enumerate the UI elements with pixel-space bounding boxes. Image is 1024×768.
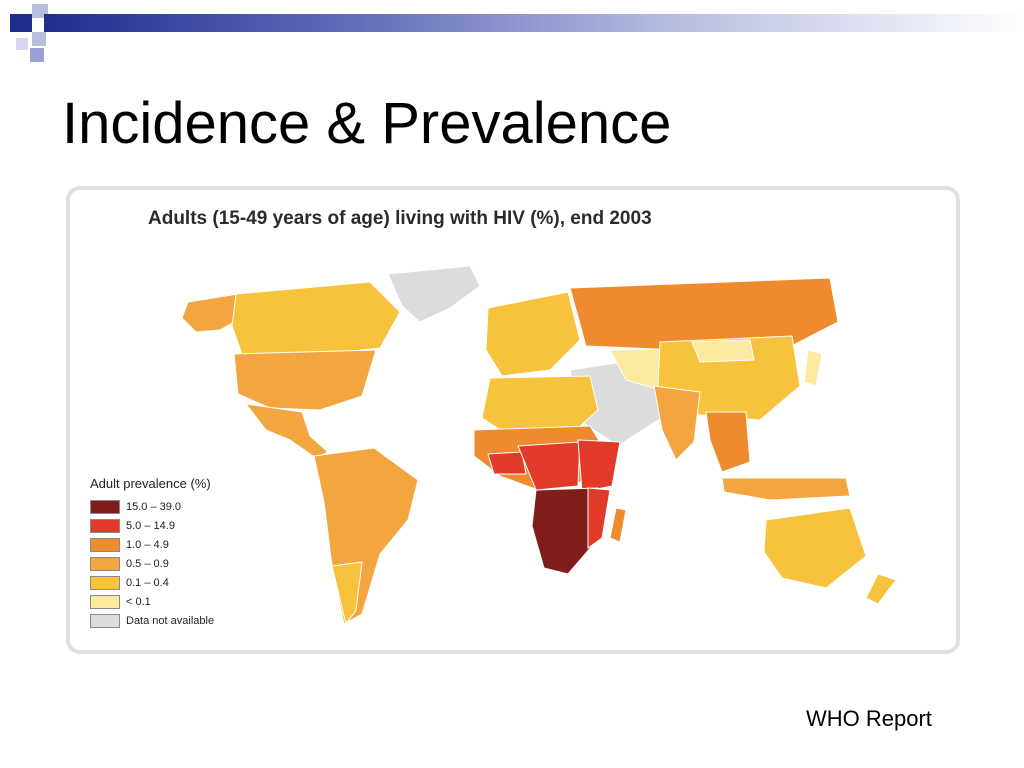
legend-swatch (90, 518, 120, 533)
region-south-america (313, 447, 419, 625)
region-canada (231, 281, 401, 357)
map-heading: Adults (15-49 years of age) living with … (148, 208, 652, 229)
legend-item: 0.1 – 0.4 (90, 573, 214, 592)
region-central-africa-high (517, 441, 581, 491)
source-note: WHO Report (806, 706, 932, 731)
legend-swatch (90, 613, 120, 628)
region-new-zealand (865, 573, 897, 605)
legend-label: 15.0 – 39.0 (126, 500, 182, 513)
region-india (653, 385, 701, 461)
legend-item: 1.0 – 4.9 (90, 535, 214, 554)
region-indonesia (721, 477, 851, 501)
region-usa (233, 349, 377, 411)
legend-label: Data not available (126, 614, 215, 627)
legend-label: 1.0 – 4.9 (126, 538, 169, 551)
region-europe (485, 291, 581, 377)
region-southern-africa (531, 487, 599, 575)
corner-decoration (10, 4, 64, 62)
legend-label: 5.0 – 14.9 (126, 519, 175, 532)
legend-item: 5.0 – 14.9 (90, 516, 214, 535)
legend-title: Adult prevalence (%) (90, 476, 211, 491)
region-mexico (244, 403, 329, 459)
region-madagascar (609, 507, 627, 543)
legend-swatch (90, 537, 120, 552)
legend-item: Data not available (90, 611, 214, 630)
legend-label: 0.1 – 0.4 (126, 576, 169, 589)
legend-swatch (90, 499, 120, 514)
region-east-africa (577, 439, 621, 493)
legend-item: < 0.1 (90, 592, 214, 611)
region-west-africa-high (487, 451, 527, 475)
region-australia (763, 507, 867, 589)
legend-label: < 0.1 (126, 595, 151, 608)
region-greenland (387, 265, 481, 323)
map-legend: Adult prevalence (%) 15.0 – 39.0 5.0 – 1… (90, 476, 214, 630)
legend-label: 0.5 – 0.9 (126, 557, 169, 570)
legend-swatch (90, 575, 120, 590)
region-mozambique (587, 487, 611, 549)
region-japan (803, 349, 823, 387)
slide-title: Incidence & Prevalence (62, 91, 672, 156)
legend-swatch (90, 556, 120, 571)
legend-item: 15.0 – 39.0 (90, 497, 214, 516)
region-mongolia (691, 339, 755, 363)
title-accent-bar (44, 14, 1024, 32)
region-southeast-asia (705, 411, 751, 473)
world-prevalence-map (181, 265, 897, 626)
map-panel: Adults (15-49 years of age) living with … (66, 186, 960, 654)
region-south-america-south (331, 561, 363, 626)
legend-item: 0.5 – 0.9 (90, 554, 214, 573)
legend-swatch (90, 594, 120, 609)
